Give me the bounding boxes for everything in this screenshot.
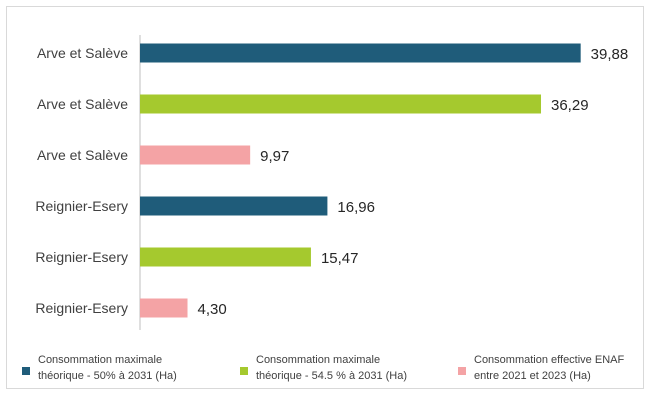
- legend-label-series-3: Consommation effective ENAF entre 2021 e…: [474, 354, 625, 382]
- legend-item-series-3: Consommation effective ENAF entre 2021 e…: [458, 352, 624, 384]
- category-label: Arve et Salève: [37, 147, 128, 163]
- category-label: Reignier-Esery: [35, 198, 128, 214]
- legend: Consommation maximale théorique - 50% à …: [0, 352, 651, 392]
- legend-label-series-2: Consommation maximale théorique - 54.5 %…: [256, 354, 408, 382]
- legend-swatch-series-3: [458, 367, 466, 375]
- data-label: 36,29: [551, 97, 589, 114]
- bar: [140, 94, 542, 114]
- legend-item-series-2: Consommation maximale théorique - 54.5 %…: [240, 352, 407, 384]
- data-label: 15,47: [321, 250, 359, 267]
- data-label: 16,96: [337, 199, 375, 216]
- data-label: 9,97: [260, 148, 289, 165]
- legend-swatch-series-2: [240, 367, 248, 375]
- legend-item-series-1: Consommation maximale théorique - 50% à …: [22, 352, 177, 384]
- bar: [140, 43, 581, 63]
- bar: [140, 196, 328, 216]
- bar-chart: Arve et Salève 39,88 Arve et Salève 36,29 Ar…: [35, 35, 629, 330]
- bar: [140, 247, 311, 267]
- category-label: Reignier-Esery: [35, 249, 128, 265]
- category-label: Arve et Salève: [37, 45, 128, 61]
- data-label: 4,30: [198, 301, 227, 318]
- category-label: Arve et Salève: [37, 96, 128, 112]
- bar: [140, 145, 251, 165]
- data-label: 39,88: [591, 46, 629, 63]
- category-label: Reignier-Esery: [35, 300, 128, 316]
- bar: [140, 298, 188, 318]
- legend-swatch-series-1: [22, 367, 30, 375]
- legend-label-series-1: Consommation maximale théorique - 50% à …: [38, 354, 177, 382]
